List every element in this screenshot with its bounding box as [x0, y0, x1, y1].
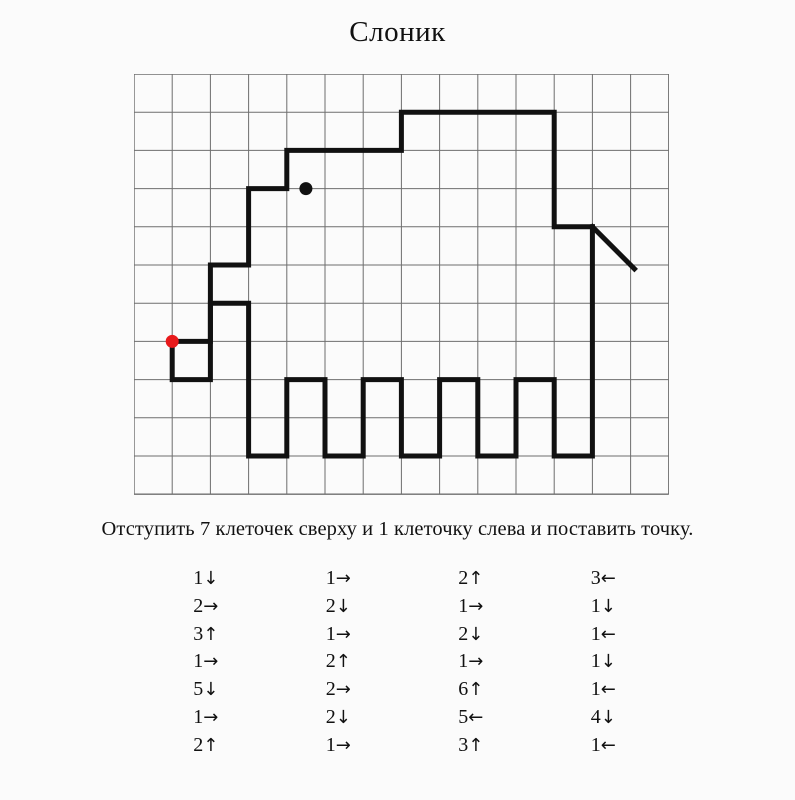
- instruction-text: Отступить 7 клеточек сверху и 1 клеточку…: [101, 518, 694, 540]
- elephant-body-legs-outline: [169, 224, 595, 459]
- move-arrow-icon: →: [468, 595, 484, 617]
- move-count: 1: [590, 594, 601, 617]
- move-step: 5←: [458, 704, 504, 732]
- move-arrow-icon: ↑: [468, 679, 484, 701]
- move-arrow-icon: ↑: [468, 568, 484, 589]
- move-step: 2↓: [326, 593, 372, 621]
- move-count: 1: [590, 733, 601, 756]
- move-count: 2: [193, 733, 204, 756]
- move-arrow-icon: →: [335, 734, 351, 756]
- move-count: 2: [458, 567, 469, 589]
- move-arrow-icon: ↑: [203, 623, 219, 645]
- move-step: 6↑: [458, 676, 504, 704]
- move-arrow-icon: ↓: [468, 623, 484, 645]
- move-step: 1→: [193, 704, 239, 732]
- move-step: 1→: [326, 621, 372, 649]
- move-arrow-icon: ↓: [203, 679, 219, 701]
- move-count: 2: [325, 594, 336, 617]
- elephant-tail: [588, 223, 638, 273]
- move-count: 2: [458, 622, 469, 645]
- move-count: 1: [458, 594, 469, 617]
- move-arrow-icon: ←: [468, 706, 484, 728]
- move-step: 2→: [326, 676, 372, 704]
- move-step: 1→: [458, 648, 504, 676]
- move-arrow-icon: →: [335, 679, 351, 701]
- move-step: 1←: [591, 676, 637, 704]
- move-arrow-icon: ↓: [600, 595, 616, 617]
- move-count: 1: [193, 650, 204, 673]
- move-step: 2↓: [326, 704, 372, 732]
- graphic-dictation-grid: [134, 74, 669, 495]
- elephant-head-back-outline: [169, 109, 595, 344]
- move-count: 3: [458, 733, 469, 756]
- move-arrow-icon: ↑: [335, 651, 351, 673]
- move-step: 5↓: [193, 676, 239, 704]
- move-count: 1: [590, 622, 601, 645]
- move-arrow-icon: ↑: [468, 734, 484, 756]
- move-arrow-icon: →: [203, 706, 219, 728]
- move-arrow-icon: ←: [600, 623, 616, 645]
- move-count: 1: [590, 678, 601, 701]
- move-step: 1→: [326, 732, 372, 760]
- move-step: 2↓: [458, 621, 504, 649]
- move-count: 2: [325, 705, 336, 728]
- move-step: 1←: [591, 621, 637, 649]
- move-arrow-icon: →: [203, 651, 219, 673]
- move-arrow-icon: →: [335, 568, 351, 589]
- move-count: 2: [325, 650, 336, 673]
- move-count: 4: [590, 705, 601, 728]
- move-count: 1: [325, 622, 336, 645]
- move-step: 1↓: [591, 593, 637, 621]
- move-count: 2: [325, 678, 336, 701]
- move-step: 2↑: [193, 732, 239, 760]
- move-count: 1: [193, 705, 204, 728]
- move-count: 3: [193, 622, 204, 645]
- move-arrow-icon: ↓: [335, 595, 351, 617]
- move-step: 1→: [326, 565, 372, 593]
- moves-column-1: 1↓ 2→ 3↑ 1→ 5↓ 1→ 2↑: [150, 565, 283, 760]
- move-count: 2: [193, 594, 204, 617]
- move-arrow-icon: ←: [600, 679, 616, 701]
- eye-dot: [299, 182, 313, 196]
- moves-column-2: 1→ 2↓ 1→ 2↑ 2→ 2↓ 1→: [283, 565, 416, 760]
- move-step: 1↓: [193, 565, 239, 593]
- move-step: 2↑: [326, 648, 372, 676]
- move-arrow-icon: ↓: [335, 706, 351, 728]
- move-step: 3↑: [458, 732, 504, 760]
- move-count: 1: [325, 733, 336, 756]
- move-arrow-icon: ↑: [203, 734, 219, 756]
- move-step: 3↑: [193, 621, 239, 649]
- move-count: 1: [325, 567, 336, 589]
- move-step: 1→: [458, 593, 504, 621]
- move-step: 2↑: [458, 565, 504, 593]
- moves-column-4: 3← 1↓ 1← 1↓ 1← 4↓ 1←: [548, 565, 681, 760]
- start-point-dot: [165, 334, 179, 348]
- moves-table: 1↓ 2→ 3↑ 1→ 5↓ 1→ 2↑ 1→ 2↓ 1→ 2↑ 2→ 2↓ 1→ 2↑ 1→ 2↓ 1→ 6↑ 5←…: [150, 565, 680, 760]
- moves-column-3: 2↑ 1→ 2↓ 1→ 6↑ 5← 3↑: [415, 565, 548, 760]
- move-arrow-icon: →: [203, 595, 219, 617]
- move-count: 3: [590, 567, 601, 589]
- move-arrow-icon: ↓: [600, 706, 616, 728]
- move-step: 2→: [193, 593, 239, 621]
- move-arrow-icon: →: [468, 651, 484, 673]
- move-arrow-icon: ↓: [600, 651, 616, 673]
- move-count: 5: [193, 678, 204, 701]
- move-step: 1→: [193, 648, 239, 676]
- move-count: 6: [458, 678, 469, 701]
- move-count: 5: [458, 705, 469, 728]
- move-count: 1: [590, 650, 601, 673]
- move-arrow-icon: ←: [600, 734, 616, 756]
- grid-lines: [134, 74, 669, 495]
- move-arrow-icon: ↓: [203, 568, 219, 589]
- move-step: 1←: [591, 732, 637, 760]
- grid-canvas: [134, 74, 669, 495]
- move-arrow-icon: →: [335, 623, 351, 645]
- move-arrow-icon: ←: [600, 568, 616, 589]
- move-step: 3←: [591, 565, 637, 593]
- move-step: 4↓: [591, 704, 637, 732]
- move-count: 1: [193, 567, 204, 589]
- move-step: 1↓: [591, 648, 637, 676]
- page-title: Слоник: [349, 16, 446, 48]
- move-count: 1: [458, 650, 469, 673]
